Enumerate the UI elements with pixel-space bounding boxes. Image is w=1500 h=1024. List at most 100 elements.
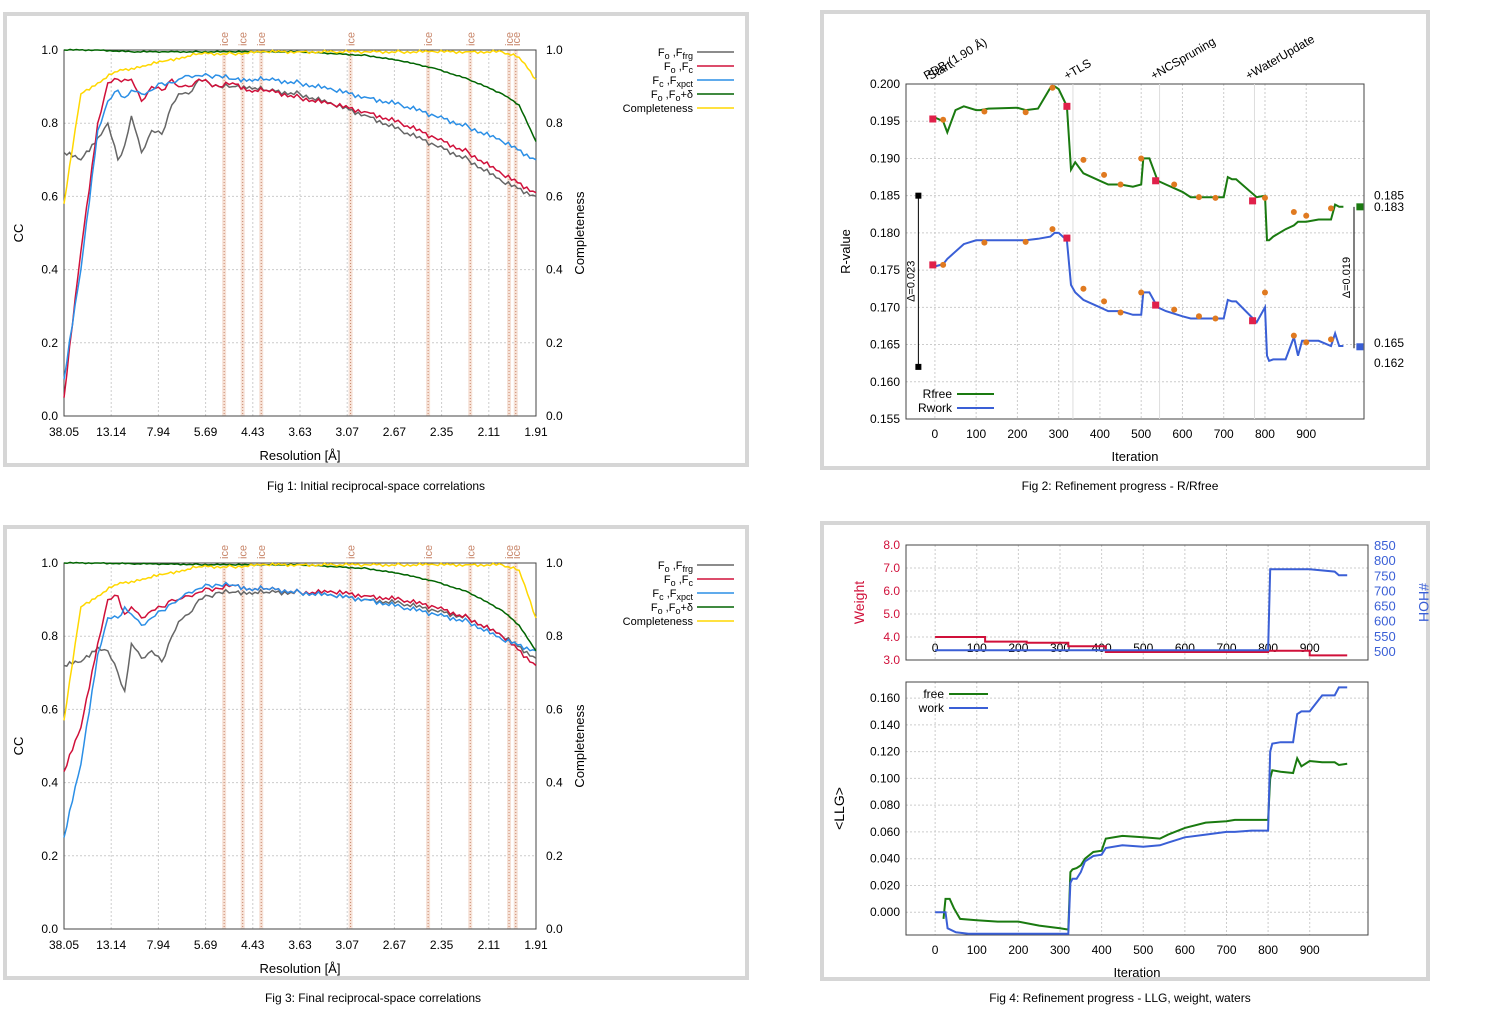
marker-square-free [1249,197,1257,205]
y2-axis-label: Completeness [572,704,587,788]
x-tick-label: 700 [1216,943,1236,957]
legend-label: Fc ,Fxpct [652,75,693,89]
y-tick-label: 0.080 [870,798,900,812]
x-tick-label: 700 [1214,427,1234,441]
ice-label: ice [465,32,477,46]
ice-label: ice [504,32,516,46]
x-tick-label-top: 0 [932,641,939,655]
weight-tick-label: 8.0 [883,538,900,552]
marker-square-work [1356,343,1364,351]
marker-square-free [1152,177,1160,185]
delta-start-top [915,192,922,199]
x-tick-label: 2.35 [430,425,454,439]
y2-tick-label: 0.4 [546,776,563,790]
marker-square-work [1152,301,1160,309]
hoh-line [935,568,1348,652]
y-tick-label: 0.100 [870,771,900,785]
ice-label: ice [256,545,268,559]
delta-start-bottom [915,363,922,370]
y2-axis-label: Completeness [572,191,587,275]
marker-square-work [1249,317,1257,325]
weight-tick-label: 6.0 [883,584,900,598]
fig1-chart: 38.05 13.14 7.94 5.69 4.43 3.63 3.07 2.67 2.35 2.… [11,32,734,463]
delta-start-label: Δ=0.023 [905,261,917,302]
x-tick-label: 13.14 [96,938,126,952]
x-tick-label: 3.63 [288,425,312,439]
x-tick-label: 0 [932,943,939,957]
marker-dot-free [1117,181,1124,188]
x-axis-label: Resolution [Å] [260,961,341,976]
fig4-chart: 0 100 200 300 400 500 600 700 800 900 3.0 4.0 5.0 6.0… [831,538,1432,980]
x-tick-label: 5.69 [194,938,218,952]
marker-dot-free [1327,205,1334,212]
legend-label: Fo ,Fo+δ [651,602,693,616]
ice-label: ice [423,545,435,559]
fig1-caption: Fig 1: Initial reciprocal-space correlat… [266,479,486,493]
marker-dot-work [1290,332,1297,339]
y-tick-label: 0.4 [41,263,58,277]
x-tick-label: 2.67 [383,938,407,952]
y-tick-label: 0.6 [41,189,58,203]
y2-tick-label: 0.4 [546,263,563,277]
y-tick-label: 0.165 [870,338,900,352]
marker-dot-work [1101,298,1108,305]
fig3-caption: Fig 3: Final reciprocal-space correlatio… [264,991,482,1005]
y-tick-label: 0.195 [870,114,900,128]
series-line-rwork [934,231,1344,363]
legend-label: Fo ,Ffrg [658,47,693,61]
weight-axis-label: Weight [851,581,867,624]
series-line-Fo_Ffrg [63,78,537,198]
y-tick-label: 0.6 [41,702,58,716]
marker-dot-work [940,261,947,268]
series-line-Fo_Fc [63,77,537,398]
legend-label: Rfree [923,387,953,401]
fig2-caption: Fig 2: Refinement progress - R/Rfree [1021,479,1219,493]
top-plot-frame [905,544,1369,661]
marker-dot-free [1101,171,1108,178]
marker-dot-work [1022,238,1029,245]
x-tick-label: 500 [1133,943,1153,957]
ice-label: ice [504,545,516,559]
legend-label: Fo ,Fo+δ [651,89,693,103]
marker-dot-work [1303,339,1310,346]
marker-dot-free [1080,156,1087,163]
x-tick-label: 900 [1300,943,1320,957]
y2-tick-label: 0.6 [546,702,563,716]
y2-tick-label: 0.8 [546,629,563,643]
legend-label: Completeness [623,616,694,628]
marker-dot-free [1138,155,1145,162]
plot-frame [63,562,537,930]
x-tick-label: 400 [1090,427,1110,441]
weight-tick-label: 3.0 [883,653,900,667]
y2-tick-label: 0.0 [546,922,563,936]
x-tick-label: 300 [1049,427,1069,441]
x-axis-label: Iteration [1112,449,1159,464]
hoh-tick-label: 600 [1374,614,1396,629]
y-tick-label: 0.200 [870,77,900,91]
x-tick-label: 200 [1007,427,1027,441]
y-tick-label: 0.120 [870,745,900,759]
right-value-label: 0.183 [1374,200,1404,214]
marker-dot-work [1195,313,1202,320]
x-tick-label: 2.11 [478,425,501,439]
marker-dot-free [1290,209,1297,216]
x-axis-label: Resolution [Å] [260,448,341,463]
marker-dot-work [1080,285,1087,292]
x-tick-label: 3.63 [288,938,312,952]
series-line-rfree [934,85,1344,242]
x-tick-label: 900 [1296,427,1316,441]
y2-tick-label: 0.6 [546,189,563,203]
weight-tick-label: 7.0 [883,561,900,575]
y-tick-label: 0.4 [41,776,58,790]
hoh-tick-label: 500 [1374,644,1396,659]
y-axis-label: R-value [838,229,853,274]
marker-dot-free [1261,194,1268,201]
y-tick-label: 0.020 [870,878,900,892]
y2-tick-label: 1.0 [546,556,563,570]
y-tick-label: 0.000 [870,905,900,919]
marker-dot-work [981,239,988,246]
stage-label: +NCSpruning [1148,34,1218,82]
marker-dot-free [1212,194,1219,201]
y-tick-label: 0.040 [870,852,900,866]
x-tick-label: 4.43 [241,425,265,439]
